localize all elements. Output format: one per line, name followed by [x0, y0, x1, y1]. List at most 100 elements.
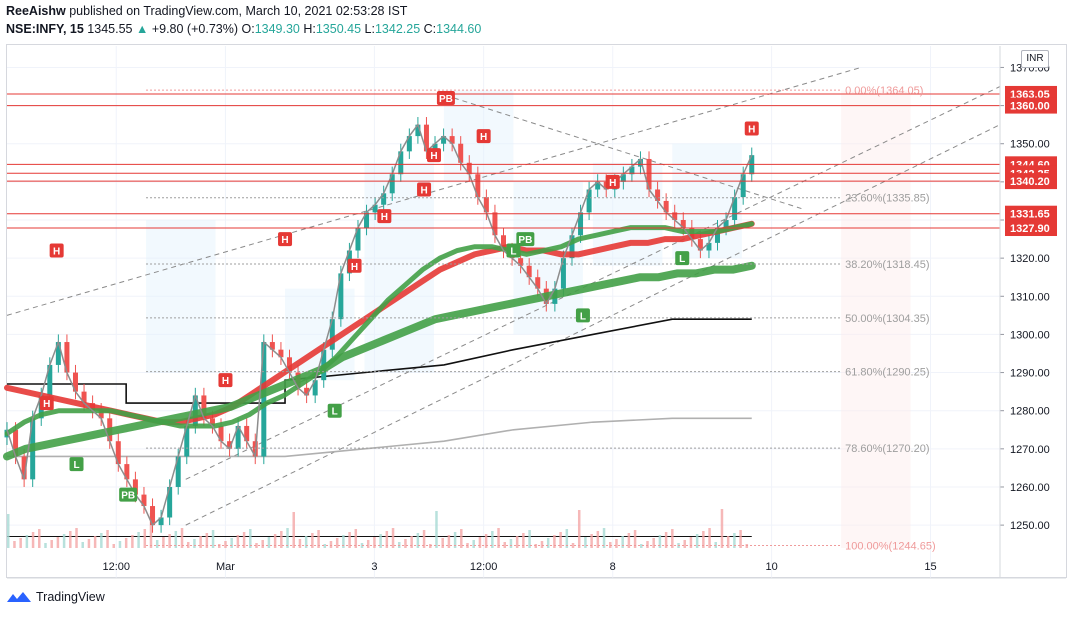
candle: [141, 494, 147, 507]
volume-bar: [453, 532, 457, 548]
axis-tick-label: 1250.00: [1010, 520, 1050, 532]
candle: [569, 235, 575, 259]
volume-bar: [515, 536, 519, 548]
highlight-zone: [146, 220, 216, 373]
candle: [655, 189, 661, 201]
volume-bars: [7, 509, 749, 548]
candle: [595, 181, 601, 190]
volume-bar: [329, 541, 333, 548]
volume-bar: [652, 538, 655, 548]
volume-bar: [553, 535, 556, 548]
volume-bar: [298, 539, 302, 548]
signal-badge: [69, 457, 84, 472]
candle: [466, 162, 472, 175]
axis-tick-label: 1270.00: [1010, 444, 1050, 456]
volume-bar: [118, 541, 122, 548]
candle: [338, 273, 344, 320]
volume-bar: [342, 535, 345, 548]
volume-bar: [317, 530, 320, 548]
candle: [449, 136, 455, 144]
time-tick-label: 10: [765, 561, 777, 573]
candle: [55, 342, 61, 365]
price-change: +9.80 (+0.73%): [151, 22, 238, 36]
time-axis: 12:00 Mar 3 12:00 8 10 15: [7, 561, 1066, 579]
candle: [518, 258, 524, 266]
open-value: 1349.30: [254, 22, 300, 36]
volume-bar: [131, 535, 134, 548]
volume-bar: [391, 528, 395, 548]
candle: [167, 486, 173, 518]
time-tick-label: 3: [371, 561, 377, 573]
highlight-zone: [841, 90, 911, 548]
price-label-text: 1327.90: [1010, 223, 1050, 235]
candle: [389, 174, 395, 194]
fib-label: 61.80%(1290.25): [845, 367, 929, 379]
time-tick-label: 15: [924, 561, 936, 573]
candle: [21, 456, 27, 480]
last-price: 1345.55: [87, 22, 133, 36]
moving-average-line: [3, 261, 756, 461]
volume-bar: [726, 536, 730, 548]
close-value: 1344.60: [436, 22, 482, 36]
candle: [64, 342, 70, 373]
candle: [261, 342, 267, 457]
volume-bar: [335, 538, 339, 548]
signal-text: L: [580, 311, 586, 322]
signal-badge: [575, 308, 590, 323]
low-label: L:: [364, 22, 375, 36]
candle: [458, 143, 464, 163]
volume-bar: [689, 537, 693, 548]
volume-bar: [360, 543, 364, 548]
candle: [312, 380, 318, 396]
volume-bar: [366, 540, 370, 548]
axis-tick-label: 1350.00: [1010, 139, 1050, 151]
volume-bar: [565, 529, 569, 548]
fib-label: 23.60%(1335.85): [845, 193, 929, 205]
open-label: O:: [241, 22, 255, 36]
candle: [355, 227, 361, 251]
high-value: 1350.45: [315, 22, 362, 36]
candle: [329, 319, 335, 350]
volume-bar: [733, 533, 736, 548]
candle: [381, 193, 387, 205]
candle: [526, 265, 532, 278]
candle: [740, 174, 746, 198]
volume-bar: [100, 533, 103, 548]
moving-averages: [3, 123, 756, 527]
volume-bar: [484, 534, 488, 548]
tradingview-logo-icon: [7, 592, 31, 602]
candle: [406, 136, 412, 152]
candle: [620, 174, 626, 182]
author-name[interactable]: ReeAishw: [6, 4, 66, 18]
candle: [150, 506, 156, 526]
candle: [235, 425, 241, 449]
signal-badge: [605, 174, 620, 189]
volume-bar: [708, 528, 711, 548]
currency-badge[interactable]: INR: [1021, 50, 1049, 68]
volume-bar: [640, 544, 643, 548]
signal-badge: [744, 121, 759, 136]
volume-bar: [702, 531, 705, 548]
signal-badge: [506, 243, 521, 258]
candle: [423, 124, 429, 152]
signal-text: H: [381, 212, 388, 223]
volume-bar: [87, 539, 91, 548]
volume-bar: [658, 535, 662, 548]
candle: [201, 395, 207, 419]
symbol-name[interactable]: NSE:INFY, 15: [6, 22, 84, 36]
axis-tick-label: 1280.00: [1010, 406, 1050, 418]
volume-bar: [155, 540, 159, 548]
candle: [286, 357, 292, 373]
signal-text: PB: [121, 491, 135, 502]
volume-bar: [354, 529, 358, 548]
low-value: 1342.25: [374, 22, 421, 36]
footer-brand[interactable]: TradingView: [6, 590, 105, 604]
candle: [81, 391, 87, 404]
volume-bar: [224, 541, 227, 548]
volume-bar: [416, 533, 420, 548]
volume-bar: [137, 532, 140, 548]
volume-bar: [211, 530, 215, 548]
axis-tick-label: 1310.00: [1010, 291, 1050, 303]
